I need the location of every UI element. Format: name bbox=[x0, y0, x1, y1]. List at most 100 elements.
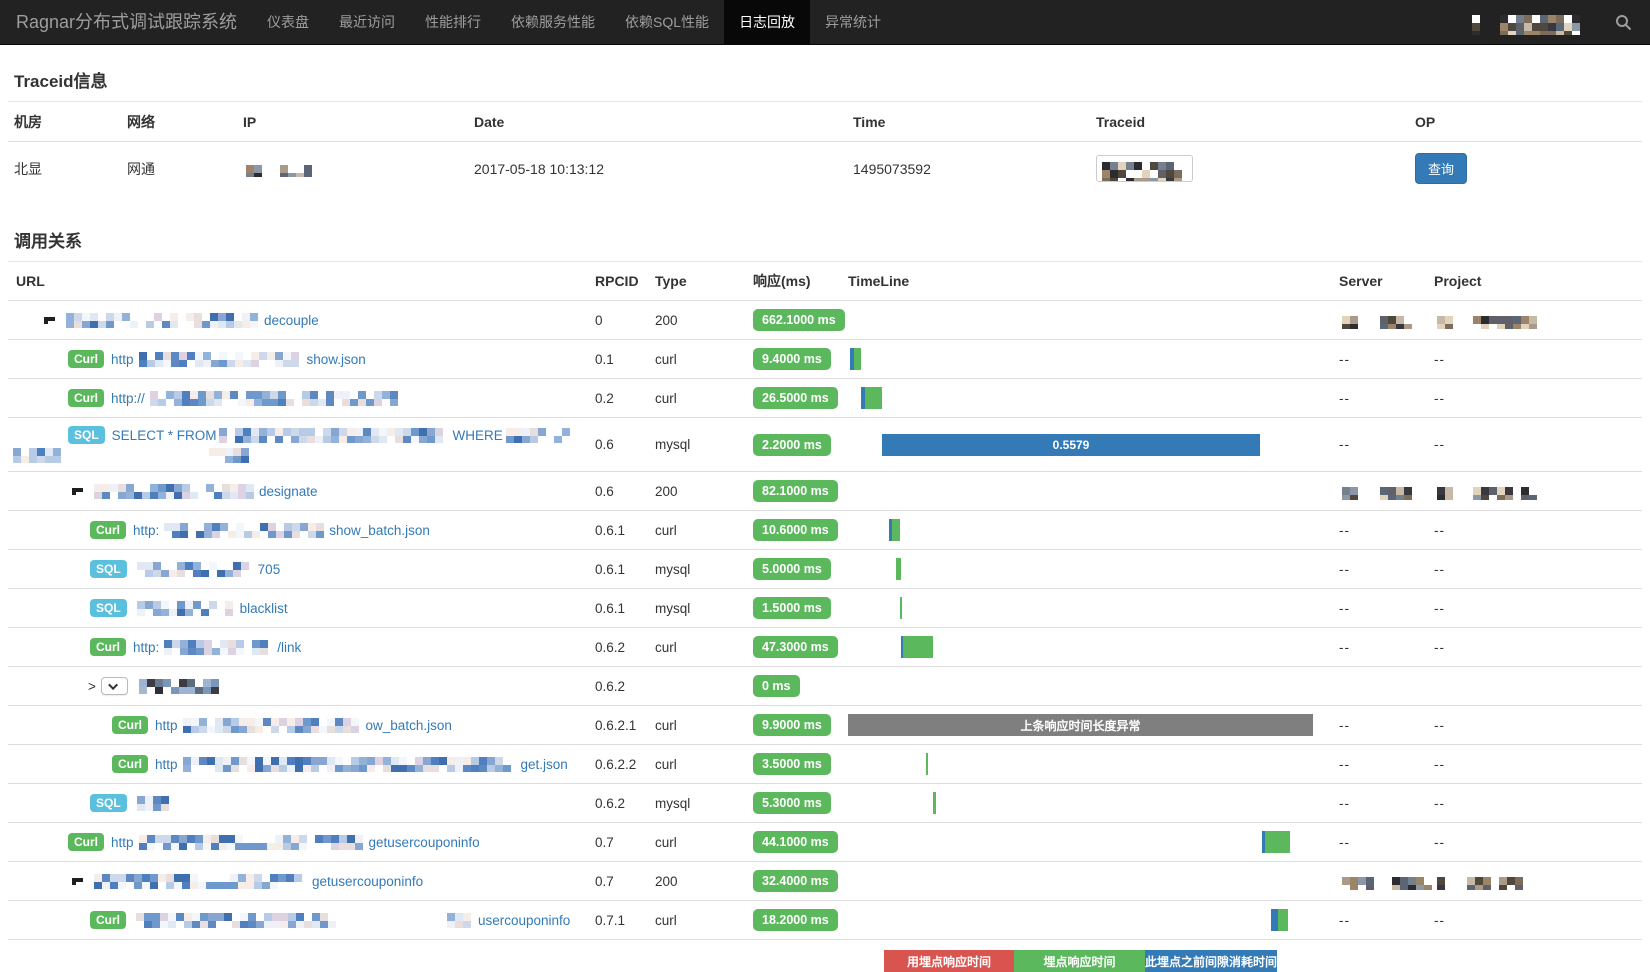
nav-item-6[interactable]: 日志回放 bbox=[724, 0, 811, 44]
timeline-bar bbox=[900, 597, 902, 619]
timeline-bar bbox=[850, 348, 861, 370]
tree-collapse-icon[interactable] bbox=[44, 316, 55, 324]
timeline-bar bbox=[901, 636, 933, 658]
redacted-blur bbox=[136, 561, 255, 577]
tree-collapse-icon[interactable] bbox=[72, 487, 83, 495]
rpcid-value: 0.6.2.1 bbox=[587, 705, 647, 745]
rpcid-value: 0.6.1 bbox=[587, 549, 647, 589]
server-value: -- bbox=[1339, 561, 1350, 577]
url-link[interactable]: blacklist bbox=[239, 600, 288, 616]
server-value: -- bbox=[1339, 437, 1350, 452]
nav-item-7[interactable]: 异常统计 bbox=[825, 14, 882, 30]
url-link[interactable]: ow_batch.json bbox=[365, 717, 452, 733]
redacted-blur bbox=[1342, 876, 1376, 890]
redacted-blur bbox=[164, 639, 274, 655]
calltree-section-title: 调用关系 bbox=[8, 227, 1642, 262]
rpcid-value: 0.6 bbox=[587, 471, 647, 511]
expand-dropdown-button[interactable] bbox=[100, 677, 128, 695]
project-value: -- bbox=[1434, 561, 1445, 577]
timeline-cell bbox=[848, 480, 1323, 502]
curl-badge: Curl bbox=[112, 716, 148, 734]
redacted-blur bbox=[219, 427, 449, 443]
traceid-table: 机房 网络 IP Date Time Traceid OP 北显 网通 2017-05-18… bbox=[8, 102, 1642, 195]
server-value: -- bbox=[1339, 522, 1350, 538]
url-link[interactable]: getusercouponinfo bbox=[368, 834, 480, 850]
redacted-blur bbox=[1342, 315, 1364, 329]
query-button[interactable]: 查询 bbox=[1415, 153, 1468, 184]
type-value: curl bbox=[647, 744, 745, 784]
nav-item-3[interactable]: 性能排行 bbox=[425, 14, 482, 30]
timeline-cell: 0.5579 bbox=[848, 433, 1323, 456]
response-time-badge: 82.1000 ms bbox=[753, 480, 838, 502]
url-link[interactable]: show.json bbox=[306, 351, 366, 367]
url-link[interactable]: designate bbox=[259, 483, 318, 499]
type-value: curl bbox=[647, 705, 745, 745]
calltree-col-6: Server bbox=[1331, 262, 1426, 301]
url-link[interactable]: getusercouponinfo bbox=[312, 873, 424, 889]
server-value: -- bbox=[1339, 795, 1350, 811]
tree-expand-marker: > bbox=[88, 678, 96, 694]
nav-item-4[interactable]: 依赖服务性能 bbox=[511, 14, 596, 30]
redacted-blur bbox=[1437, 486, 1457, 500]
url-link[interactable]: SELECT * FROM bbox=[111, 427, 217, 443]
url-link[interactable]: get.json bbox=[520, 756, 568, 772]
search-icon[interactable] bbox=[1615, 14, 1632, 31]
call-row-9: Curl http: /link 0.6.2 curl 47.3000 ms -- -- bbox=[8, 627, 1642, 667]
project-value: -- bbox=[1434, 756, 1445, 772]
call-row-4: SQL SELECT * FROM WHERE 0.6 mysql 2.2000 ms 0.… bbox=[8, 417, 1642, 472]
traceid-redacted bbox=[1099, 157, 1185, 181]
type-value: curl bbox=[647, 378, 745, 418]
traceid-input[interactable] bbox=[1096, 155, 1193, 182]
nav-item-2[interactable]: 最近访问 bbox=[339, 14, 396, 30]
traceid-col-1: 机房 bbox=[8, 102, 121, 142]
url-link[interactable]: show_batch.json bbox=[329, 522, 430, 538]
type-value: curl bbox=[647, 627, 745, 667]
project-value-redacted bbox=[1434, 315, 1540, 329]
rpcid-value: 0.6.1 bbox=[587, 588, 647, 628]
project-value: -- bbox=[1434, 437, 1445, 452]
type-value: 200 bbox=[647, 861, 745, 901]
type-value bbox=[647, 666, 745, 706]
url-link[interactable]: usercouponinfo bbox=[478, 912, 571, 928]
rpcid-value: 0.6.2 bbox=[587, 627, 647, 667]
response-time-badge: 3.5000 ms bbox=[753, 753, 831, 775]
project-value: -- bbox=[1434, 351, 1445, 367]
type-value: 200 bbox=[647, 471, 745, 511]
nav-item-1[interactable]: 仪表盘 bbox=[267, 14, 310, 30]
server-value: -- bbox=[1339, 834, 1350, 850]
datacenter-value: 北显 bbox=[14, 160, 42, 177]
url-text: http bbox=[155, 756, 178, 772]
rpcid-value: 0.7 bbox=[587, 822, 647, 862]
response-time-badge: 10.6000 ms bbox=[753, 519, 838, 541]
timeline-cell bbox=[848, 348, 1323, 370]
timeline-bar bbox=[896, 558, 901, 580]
server-value: -- bbox=[1339, 639, 1350, 655]
chevron-down-icon bbox=[108, 679, 118, 690]
timeline-bar bbox=[1262, 831, 1290, 853]
project-value: -- bbox=[1434, 795, 1445, 811]
sql-badge: SQL bbox=[90, 560, 127, 578]
server-value: -- bbox=[1339, 756, 1350, 772]
timeline-cell bbox=[848, 870, 1323, 892]
timeline-cell bbox=[848, 675, 1323, 697]
url-link[interactable]: 705 bbox=[257, 561, 281, 577]
time-value: 1495073592 bbox=[853, 160, 931, 177]
navbar-right bbox=[1469, 0, 1650, 44]
rpcid-value: 0.1 bbox=[587, 339, 647, 379]
call-row-2: Curl http show.json 0.1 curl 9.4000 ms -- -- bbox=[8, 339, 1642, 379]
app-brand[interactable]: Ragnar分布式调试跟踪系统 bbox=[16, 12, 238, 32]
redacted-blur bbox=[13, 448, 65, 463]
username-redacted bbox=[1469, 10, 1587, 35]
tree-collapse-icon[interactable] bbox=[72, 877, 83, 885]
nav-item-5[interactable]: 依赖SQL性能 bbox=[625, 14, 710, 30]
url-link[interactable]: /link bbox=[277, 639, 302, 655]
response-time-badge: 44.1000 ms bbox=[753, 831, 838, 853]
response-time-badge: 5.0000 ms bbox=[753, 558, 831, 580]
project-value: -- bbox=[1434, 522, 1445, 538]
timeline-cell bbox=[848, 753, 1323, 775]
project-value: -- bbox=[1434, 390, 1445, 406]
url-link[interactable]: WHERE bbox=[452, 427, 503, 443]
response-time-badge: 9.4000 ms bbox=[753, 348, 831, 370]
url-link[interactable]: decouple bbox=[264, 312, 319, 328]
redacted-blur bbox=[447, 912, 475, 928]
